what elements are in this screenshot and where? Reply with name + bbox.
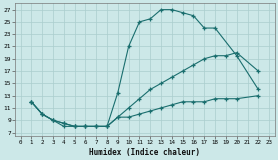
X-axis label: Humidex (Indice chaleur): Humidex (Indice chaleur)	[89, 148, 200, 156]
